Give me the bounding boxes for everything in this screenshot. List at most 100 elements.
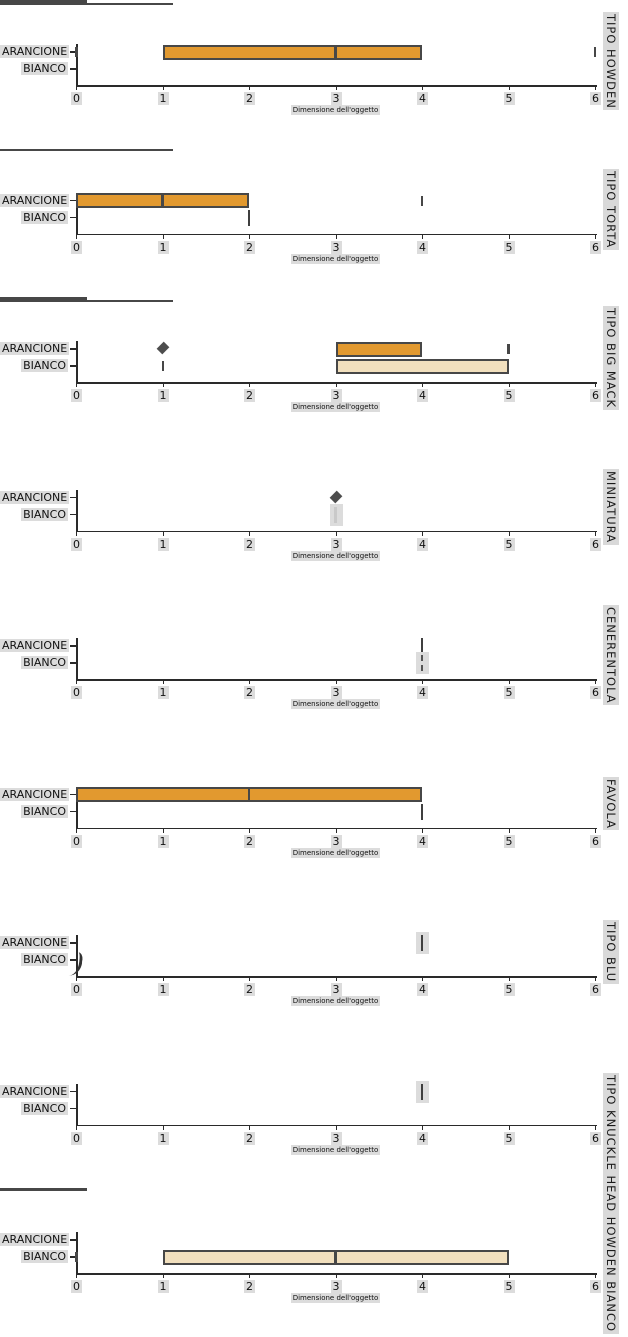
x-tick: [508, 233, 510, 239]
category-label-bianco-text: BIANCO: [21, 62, 68, 75]
x-tick-label: 1: [152, 1131, 174, 1145]
x-tick: [595, 1124, 597, 1130]
y-tick: [69, 942, 76, 944]
subplot-row-1: 0 1 2 3 4 5 6 Dimensione dell'oggetto ARANCIONE B…: [0, 0, 628, 149]
single-value-line: [247, 209, 251, 226]
x-axis-title: Dimensione dell'oggetto: [266, 253, 406, 264]
y-axis-spine: [76, 1083, 78, 1125]
x-tick-label-text: 4: [417, 537, 428, 551]
x-tick-label: 0: [66, 834, 88, 848]
subplot-row-9: 0 1 2 3 4 5 6 Dimensione dell'oggetto ARANCIONE B…: [0, 1188, 628, 1337]
x-tick-label-text: 6: [590, 1131, 601, 1145]
x-tick-label-text: 0: [71, 834, 82, 848]
x-tick-label: 6: [585, 1131, 607, 1145]
x-tick: [508, 1124, 510, 1130]
x-tick-label-text: 3: [330, 389, 342, 402]
x-tick-label-text: 4: [417, 1280, 428, 1293]
x-tick-label-text: 4: [417, 686, 428, 699]
x-tick-label-text: 2: [244, 1131, 255, 1145]
x-tick-label-text: 6: [590, 240, 601, 254]
x-tick-label-text: 5: [503, 389, 515, 402]
x-tick-label: 4: [412, 1131, 434, 1145]
x-tick-label-text: 1: [157, 92, 169, 105]
x-tick: [422, 976, 424, 981]
y-axis-spine: [76, 341, 78, 382]
median-line: [334, 44, 337, 60]
category-label-arancione-text: ARANCIONE: [0, 490, 70, 504]
single-value-line: [420, 638, 424, 654]
x-tick-label: 1: [152, 240, 174, 254]
subplot-title-2: TIPO TORTA: [603, 169, 619, 251]
y-tick: [69, 662, 76, 664]
subplot-row-3: 0 1 2 3 4 5 6 Dimensione dell'oggetto ARANCIONE B…: [0, 297, 628, 446]
category-label-bianco-text: BIANCO: [21, 656, 68, 669]
x-tick-label: 0: [66, 983, 88, 996]
x-axis-title-text: Dimensione dell'oggetto: [290, 1144, 381, 1155]
category-label-bianco-text: BIANCO: [21, 1250, 68, 1263]
single-value-curve: [68, 951, 84, 977]
x-tick-label: 1: [152, 537, 174, 551]
x-axis-title-text: Dimensione dell'oggetto: [290, 996, 381, 1006]
median-line: [247, 787, 251, 802]
category-label-arancione-text: ARANCIONE: [0, 639, 70, 652]
y-tick: [69, 348, 76, 350]
x-tick: [595, 976, 597, 981]
x-tick-label-text: 4: [417, 240, 428, 254]
x-tick-label: 1: [152, 92, 174, 105]
x-tick-label: 3: [325, 1280, 347, 1293]
x-tick-label-text: 0: [71, 92, 82, 105]
x-tick-label: 6: [585, 1280, 607, 1293]
x-tick: [595, 1273, 597, 1278]
single-value-line: [420, 655, 426, 671]
subplot-title-7: TIPO BLU: [603, 920, 619, 985]
x-tick-label: 0: [66, 389, 88, 402]
y-axis-spine: [76, 44, 78, 85]
x-tick: [335, 85, 337, 90]
x-tick-label: 0: [66, 537, 88, 551]
category-label-bianco: BIANCO: [0, 210, 68, 224]
category-label-arancione: ARANCIONE: [0, 787, 70, 801]
x-tick-label: 5: [498, 92, 520, 105]
x-tick-label: 5: [498, 389, 520, 402]
x-tick: [335, 382, 337, 387]
x-tick-label: 3: [325, 537, 347, 551]
outlier-diamond: [329, 490, 342, 503]
x-tick-label-text: 5: [503, 686, 515, 699]
category-label-arancione: ARANCIONE: [0, 45, 70, 58]
x-tick-label: 6: [585, 983, 607, 996]
x-tick-label-text: 3: [330, 240, 342, 254]
x-tick-label-text: 3: [330, 686, 342, 699]
x-tick: [249, 827, 251, 833]
x-tick-label-text: 6: [590, 389, 601, 402]
median-line: [161, 193, 164, 208]
y-tick: [69, 1107, 76, 1110]
single-value-line: [420, 803, 424, 820]
x-axis-title: Dimensione dell'oggetto: [266, 699, 406, 709]
x-tick-label-text: 2: [244, 686, 255, 699]
x-tick-label-text: 5: [503, 983, 515, 996]
whisker-low: [0, 299, 173, 302]
x-tick: [249, 85, 251, 90]
x-tick: [422, 382, 424, 387]
whisker-cap-high: [507, 344, 510, 354]
x-tick: [595, 85, 597, 90]
subplot-title-5: CENERENTOLA: [603, 604, 619, 706]
x-tick-label-text: 2: [244, 834, 255, 848]
subplot-title-1: TIPO HOWDEN: [603, 11, 619, 111]
single-value-line: [334, 506, 337, 523]
subplot-row-6: 0 1 2 3 4 5 6 Dimensione dell'oggetto ARANCIONE B…: [0, 743, 628, 892]
x-tick-label: 5: [498, 1131, 520, 1145]
x-tick-label-text: 1: [157, 389, 169, 402]
x-tick: [508, 85, 510, 90]
x-tick-label-text: 1: [157, 537, 169, 551]
x-tick-label: 0: [66, 1280, 88, 1293]
x-tick: [335, 530, 337, 536]
x-tick-label: 2: [239, 1280, 261, 1293]
x-tick: [595, 530, 597, 536]
x-tick: [508, 827, 510, 833]
x-tick-label: 5: [498, 1280, 520, 1293]
x-tick-label-text: 1: [157, 1131, 169, 1145]
x-tick-label: 5: [498, 537, 520, 551]
x-tick: [249, 530, 251, 536]
x-tick-label: 6: [585, 92, 607, 105]
